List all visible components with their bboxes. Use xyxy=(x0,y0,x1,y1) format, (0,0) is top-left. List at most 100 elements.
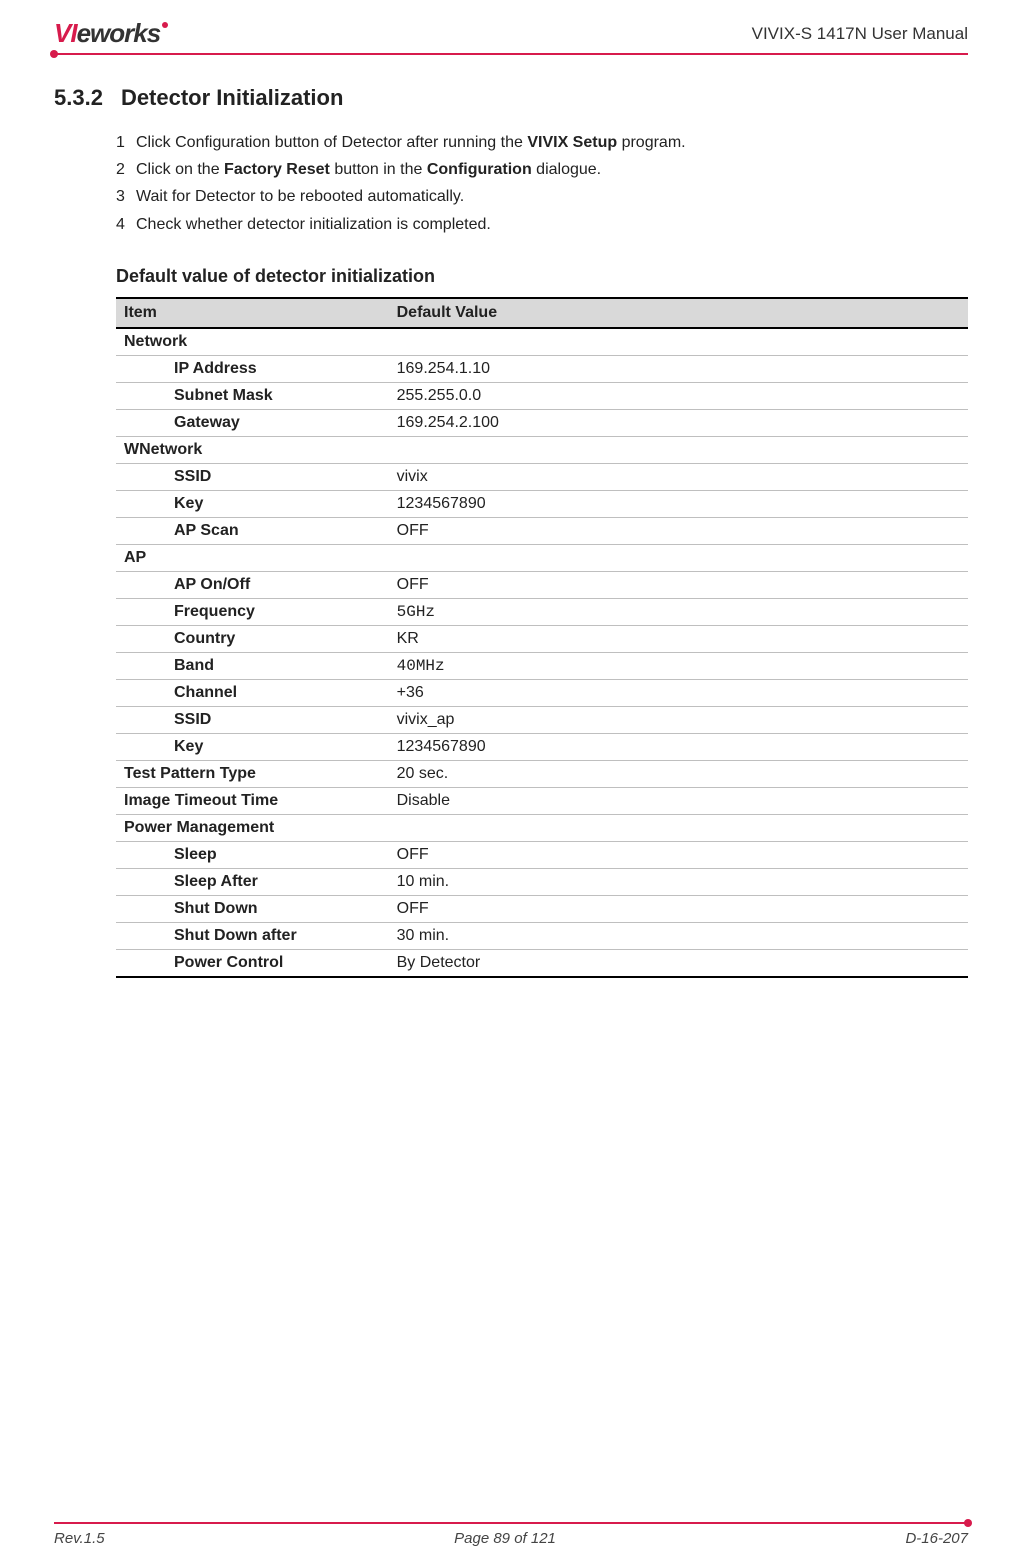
category-row: WNetwork xyxy=(116,436,968,463)
item-cell: Sleep xyxy=(116,841,389,868)
item-cell: Shut Down after xyxy=(116,922,389,949)
step-text: Click Configuration button of Detector a… xyxy=(136,129,686,156)
item-cell: SSID xyxy=(116,463,389,490)
value-cell: 1234567890 xyxy=(389,733,968,760)
value-cell: vivix_ap xyxy=(389,706,968,733)
value-cell: vivix xyxy=(389,463,968,490)
table-row: CountryKR xyxy=(116,625,968,652)
value-cell: OFF xyxy=(389,841,968,868)
default-values-table: Item Default Value Network IP Address169… xyxy=(116,297,968,978)
logo-part2: eworks xyxy=(77,18,161,49)
value-cell: KR xyxy=(389,625,968,652)
table-row: Shut Down after30 min. xyxy=(116,922,968,949)
item-cell: Band xyxy=(116,652,389,679)
table-row: Band40MHz xyxy=(116,652,968,679)
table-row: Key1234567890 xyxy=(116,733,968,760)
step-text: Check whether detector initialization is… xyxy=(136,211,491,238)
steps-list: 1 Click Configuration button of Detector… xyxy=(116,129,968,238)
step-item: 2 Click on the Factory Reset button in t… xyxy=(116,156,968,183)
value-cell: 169.254.1.10 xyxy=(389,355,968,382)
value-cell: OFF xyxy=(389,571,968,598)
table-row: SSIDvivix_ap xyxy=(116,706,968,733)
value-cell: OFF xyxy=(389,895,968,922)
table-row: AP On/OffOFF xyxy=(116,571,968,598)
table-header-row: Item Default Value xyxy=(116,298,968,328)
item-cell: Gateway xyxy=(116,409,389,436)
value-cell: By Detector xyxy=(389,949,968,977)
item-cell: Key xyxy=(116,733,389,760)
table-subheading: Default value of detector initialization xyxy=(116,266,968,287)
footer-rev: Rev.1.5 xyxy=(54,1530,105,1547)
table-row: Key1234567890 xyxy=(116,490,968,517)
item-cell: Sleep After xyxy=(116,868,389,895)
value-cell: OFF xyxy=(389,517,968,544)
value-cell: 1234567890 xyxy=(389,490,968,517)
section-number: 5.3.2 xyxy=(54,85,103,111)
logo-part1: VI xyxy=(54,18,77,49)
step-item: 3 Wait for Detector to be rebooted autom… xyxy=(116,183,968,210)
item-cell: Image Timeout Time xyxy=(116,787,389,814)
table-row: Sleep After10 min. xyxy=(116,868,968,895)
item-cell: Shut Down xyxy=(116,895,389,922)
value-cell: Disable xyxy=(389,787,968,814)
page-footer: Rev.1.5 Page 89 of 121 D-16-207 xyxy=(54,1522,968,1547)
item-cell: AP On/Off xyxy=(116,571,389,598)
step-number: 3 xyxy=(116,183,136,210)
item-cell: SSID xyxy=(116,706,389,733)
table-row: IP Address169.254.1.10 xyxy=(116,355,968,382)
item-cell: AP Scan xyxy=(116,517,389,544)
table-row: Shut DownOFF xyxy=(116,895,968,922)
value-cell: 10 min. xyxy=(389,868,968,895)
footer-page: Page 89 of 121 xyxy=(454,1530,556,1547)
footer-docnum: D-16-207 xyxy=(905,1530,968,1547)
table-row: Image Timeout TimeDisable xyxy=(116,787,968,814)
header-rule xyxy=(54,53,968,55)
item-cell: IP Address xyxy=(116,355,389,382)
value-cell: 255.255.0.0 xyxy=(389,382,968,409)
footer-rule xyxy=(54,1522,968,1524)
category-row: Power Management xyxy=(116,814,968,841)
item-cell: Power Control xyxy=(116,949,389,977)
logo: VIeworks xyxy=(54,18,168,49)
value-cell: 169.254.2.100 xyxy=(389,409,968,436)
section-heading: 5.3.2 Detector Initialization xyxy=(54,85,968,111)
item-cell: Frequency xyxy=(116,598,389,625)
category-row: AP xyxy=(116,544,968,571)
table-row: Subnet Mask255.255.0.0 xyxy=(116,382,968,409)
item-cell: Country xyxy=(116,625,389,652)
value-cell: 40MHz xyxy=(389,652,968,679)
footer-text: Rev.1.5 Page 89 of 121 D-16-207 xyxy=(54,1530,968,1547)
category-label: Power Management xyxy=(116,814,968,841)
step-item: 1 Click Configuration button of Detector… xyxy=(116,129,968,156)
step-item: 4 Check whether detector initialization … xyxy=(116,211,968,238)
step-text: Click on the Factory Reset button in the… xyxy=(136,156,601,183)
category-row: Network xyxy=(116,328,968,356)
step-number: 2 xyxy=(116,156,136,183)
document-title: VIVIX-S 1417N User Manual xyxy=(752,24,968,44)
table-row: Gateway169.254.2.100 xyxy=(116,409,968,436)
category-label: AP xyxy=(116,544,968,571)
value-cell: 20 sec. xyxy=(389,760,968,787)
table-row: Channel+36 xyxy=(116,679,968,706)
step-text: Wait for Detector to be rebooted automat… xyxy=(136,183,464,210)
item-cell: Channel xyxy=(116,679,389,706)
step-number: 4 xyxy=(116,211,136,238)
table-row: Power ControlBy Detector xyxy=(116,949,968,977)
table-row: SleepOFF xyxy=(116,841,968,868)
column-header-item: Item xyxy=(116,298,389,328)
logo-dot-icon xyxy=(162,22,168,28)
table-row: Frequency5GHz xyxy=(116,598,968,625)
item-cell: Test Pattern Type xyxy=(116,760,389,787)
value-cell: +36 xyxy=(389,679,968,706)
table-row: Test Pattern Type20 sec. xyxy=(116,760,968,787)
category-label: WNetwork xyxy=(116,436,968,463)
table-row: SSIDvivix xyxy=(116,463,968,490)
table-row: AP ScanOFF xyxy=(116,517,968,544)
section-title: Detector Initialization xyxy=(121,85,343,111)
value-cell: 30 min. xyxy=(389,922,968,949)
step-number: 1 xyxy=(116,129,136,156)
column-header-value: Default Value xyxy=(389,298,968,328)
category-label: Network xyxy=(116,328,968,356)
page-header: VIeworks VIVIX-S 1417N User Manual xyxy=(54,18,968,53)
value-cell: 5GHz xyxy=(389,598,968,625)
